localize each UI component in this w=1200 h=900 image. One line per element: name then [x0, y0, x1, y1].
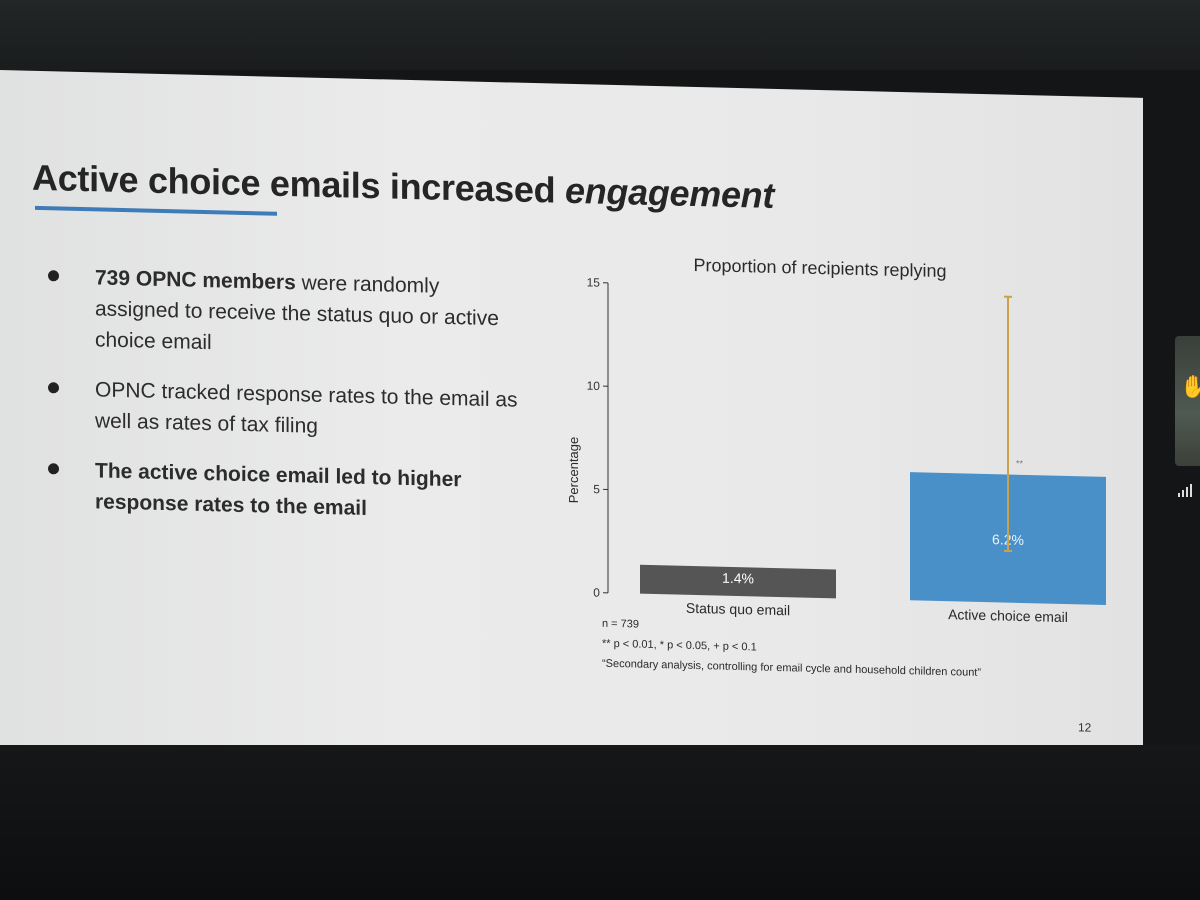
- bullet-bold: The active choice email led to higher re…: [95, 459, 462, 520]
- signal-bars-icon: [1178, 484, 1192, 497]
- bullet-list: 739 OPNC members were randomly assigned …: [48, 261, 518, 546]
- bullet-bold: 739 OPNC members: [95, 266, 296, 295]
- footnote-secondary: “Secondary analysis, controlling for ema…: [602, 658, 981, 679]
- bullet-text: OPNC tracked response rates to the email…: [95, 374, 518, 446]
- bars: 1.4%6.2%**: [640, 295, 1106, 606]
- footnote-n: n = 739: [602, 618, 639, 631]
- title-emphasis: engagement: [565, 169, 775, 216]
- presentation-slide: Active choice emails increased engagemen…: [0, 70, 1143, 774]
- footnote-significance: ** p < 0.01, * p < 0.05, + p < 0.1: [602, 638, 757, 654]
- x-category-label: Active choice email: [948, 606, 1068, 625]
- x-axis-labels: Status quo email Active choice email: [686, 600, 1068, 625]
- meeting-participant-tile[interactable]: [1175, 336, 1200, 466]
- chart-title: Proportion of recipients replying: [693, 255, 946, 281]
- bullet-item-tracking: OPNC tracked response rates to the email…: [48, 373, 518, 446]
- bullet-item-sample: 739 OPNC members were randomly assigned …: [48, 261, 518, 365]
- bullet-item-result: The active choice email led to higher re…: [48, 454, 518, 527]
- bar: [640, 564, 836, 599]
- monitor-bezel-top: [0, 0, 1200, 70]
- title-underline: [35, 205, 277, 216]
- y-axis-label: Percentage: [566, 437, 581, 504]
- bullet-rest: OPNC tracked response rates to the email…: [95, 378, 518, 438]
- y-tick-label: 5: [593, 482, 600, 496]
- significance-marker: **: [1016, 458, 1024, 468]
- bullet-dot: [48, 463, 59, 475]
- y-tick-label: 10: [587, 379, 601, 393]
- raised-hand-icon: ✋: [1180, 374, 1200, 399]
- title-text: Active choice emails increased: [32, 156, 565, 211]
- x-category-label: Status quo email: [686, 600, 790, 619]
- page-number: 12: [1078, 720, 1092, 735]
- bar-chart: Proportion of recipients replying Percen…: [566, 255, 1106, 679]
- bullet-dot: [48, 270, 59, 282]
- bullet-text: 739 OPNC members were randomly assigned …: [95, 262, 518, 365]
- bar-value-label: 1.4%: [722, 570, 754, 587]
- y-tick-label: 0: [593, 586, 600, 600]
- y-axis-ticks: 0 5 10 15: [587, 275, 608, 600]
- bullet-text: The active choice email led to higher re…: [95, 455, 518, 527]
- bullet-dot: [48, 382, 59, 394]
- y-tick-label: 15: [587, 275, 601, 289]
- monitor-bezel-bottom: [0, 745, 1200, 900]
